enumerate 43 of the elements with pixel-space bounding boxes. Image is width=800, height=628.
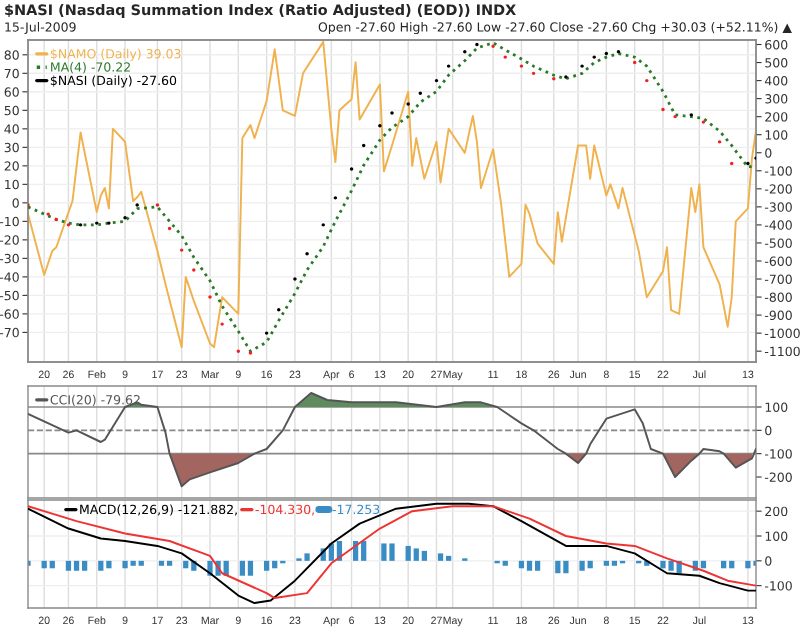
bar: [304, 553, 310, 561]
bar: [73, 560, 80, 571]
bar: [518, 560, 525, 569]
bar: [389, 543, 395, 561]
bar: [534, 560, 541, 571]
bar: [555, 560, 561, 574]
bar: [138, 560, 144, 566]
bar: [166, 560, 173, 566]
bar: [563, 560, 569, 574]
bar: [502, 560, 508, 566]
bar: [611, 560, 618, 566]
bar: [700, 560, 707, 569]
bar: [130, 560, 136, 566]
bar: [247, 560, 254, 576]
bar: [272, 560, 278, 569]
bar: [81, 560, 88, 571]
bar: [445, 555, 452, 561]
bar: [745, 560, 751, 569]
bar: [729, 560, 735, 569]
bar: [413, 548, 419, 561]
bar: [587, 560, 593, 569]
bar: [49, 560, 55, 569]
bar: [65, 560, 72, 571]
bar: [361, 540, 367, 561]
bar: [239, 560, 245, 576]
bar: [437, 553, 444, 561]
bar: [579, 560, 585, 571]
bar: [122, 560, 128, 569]
bar: [183, 560, 189, 569]
bar: [421, 550, 427, 561]
bar: [158, 560, 165, 566]
bar: [721, 560, 727, 569]
bar: [263, 560, 270, 571]
bar: [660, 560, 666, 569]
bar: [41, 560, 47, 569]
bar: [98, 560, 104, 571]
bar: [405, 545, 411, 561]
bar: [106, 560, 112, 569]
bar: [603, 560, 609, 566]
line-series: [28, 392, 756, 488]
bar: [526, 560, 533, 571]
bar: [381, 543, 387, 561]
bar: [668, 560, 674, 571]
